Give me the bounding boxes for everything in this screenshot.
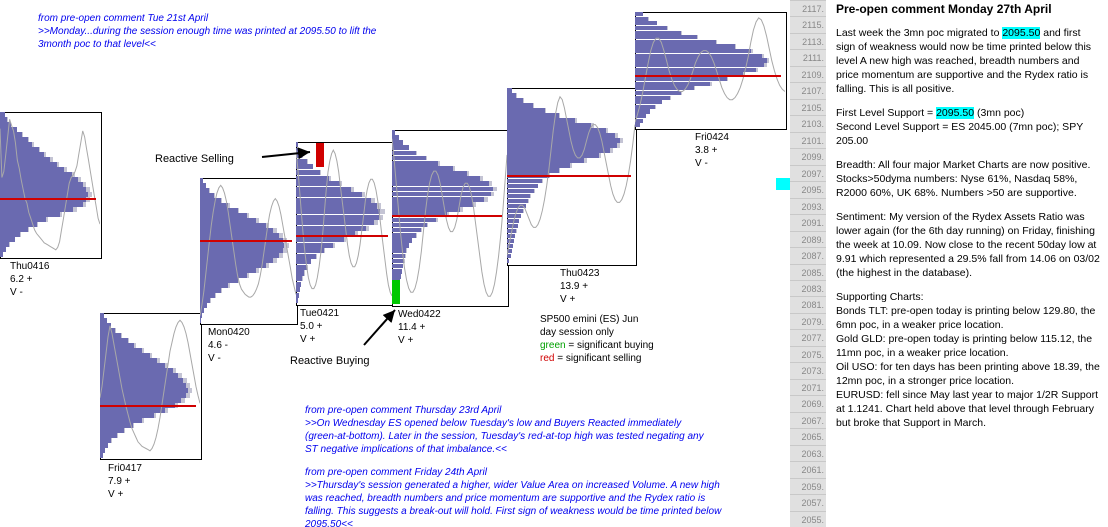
price-series-fri0424 xyxy=(635,12,785,128)
green-imbalance-marker xyxy=(392,280,400,304)
poc-line-mon0420 xyxy=(200,240,292,242)
commentary-paragraph: Breadth: All four major Market Charts ar… xyxy=(836,158,1101,200)
price-axis-tick: 2117. xyxy=(790,0,826,16)
commentary-column: Pre-open comment Monday 27th April Last w… xyxy=(836,2,1101,430)
red-imbalance-marker xyxy=(316,143,324,167)
poc-line-wed0422 xyxy=(392,215,502,217)
poc-line-thu0416 xyxy=(0,198,96,200)
price-axis-tick: 2057. xyxy=(790,494,826,510)
price-axis-tick: 2109. xyxy=(790,66,826,82)
profile-label-mon0420: Mon04204.6 -V - xyxy=(208,326,288,365)
poc-line-fri0417 xyxy=(100,405,196,407)
price-axis-tick: 2103. xyxy=(790,115,826,131)
price-axis-tick: 2091. xyxy=(790,214,826,230)
price-axis-tick: 2079. xyxy=(790,313,826,329)
price-axis-tick: 2089. xyxy=(790,231,826,247)
commentary-paragraph: Last week the 3mn poc migrated to 2095.5… xyxy=(836,26,1101,96)
poc-line-fri0424 xyxy=(635,75,781,77)
price-axis-tick: 2069. xyxy=(790,395,826,411)
price-axis-tick: 2081. xyxy=(790,296,826,312)
price-axis-tick: 2055. xyxy=(790,511,826,527)
annotation: from pre-open comment Thursday 23rd Apri… xyxy=(305,404,715,456)
price-axis-tick: 2061. xyxy=(790,461,826,477)
price-axis-tick: 2087. xyxy=(790,247,826,263)
annotation: Reactive Selling xyxy=(155,152,265,166)
profile-label-fri0417: Fri04177.9 +V + xyxy=(108,462,188,501)
price-axis-tick: 2085. xyxy=(790,264,826,280)
price-axis-tick: 2093. xyxy=(790,198,826,214)
annotation: Reactive Buying xyxy=(290,354,400,368)
legend: SP500 emini (ES) Junday session onlygree… xyxy=(540,313,654,365)
profile-label-thu0416: Thu04166.2 +V - xyxy=(10,260,90,299)
annotation: from pre-open comment Friday 24th April>… xyxy=(305,466,725,527)
commentary-paragraph: Supporting Charts:Bonds TLT: pre-open to… xyxy=(836,290,1101,430)
profile-label-thu0423: Thu042313.9 +V + xyxy=(560,267,640,306)
price-axis-tick: 2067. xyxy=(790,412,826,428)
price-axis-tick: 2099. xyxy=(790,148,826,164)
profile-label-wed0422: Wed042211.4 +V + xyxy=(398,308,478,347)
price-series-wed0422 xyxy=(392,130,507,305)
price-axis-tick: 2063. xyxy=(790,445,826,461)
profile-label-fri0424: Fri04243.8 +V - xyxy=(695,131,775,170)
price-axis-tick: 2083. xyxy=(790,280,826,296)
price-axis-tick: 2101. xyxy=(790,132,826,148)
price-axis-tick: 2113. xyxy=(790,33,826,49)
commentary-title: Pre-open comment Monday 27th April xyxy=(836,2,1101,16)
price-axis-tick: 2075. xyxy=(790,346,826,362)
price-axis-tick: 2107. xyxy=(790,82,826,98)
price-axis-tick: 2111. xyxy=(790,49,826,65)
price-series-mon0420 xyxy=(200,178,296,323)
price-axis-tick: 2059. xyxy=(790,478,826,494)
price-axis-tick: 2065. xyxy=(790,428,826,444)
annotation: from pre-open comment Tue 21st April>>Mo… xyxy=(38,12,398,51)
price-series-thu0416 xyxy=(0,112,100,257)
price-axis-tick: 2115. xyxy=(790,16,826,32)
price-axis-tick: 2095. xyxy=(790,181,826,197)
poc-line-tue0421 xyxy=(296,235,388,237)
price-series-tue0421 xyxy=(296,142,392,304)
price-axis-tick: 2077. xyxy=(790,329,826,345)
price-axis-tick: 2105. xyxy=(790,99,826,115)
commentary-paragraph: Sentiment: My version of the Rydex Asset… xyxy=(836,210,1101,280)
poc-line-thu0423 xyxy=(507,175,631,177)
commentary-paragraph: First Level Support = 2095.50 (3mn poc)S… xyxy=(836,106,1101,148)
price-axis-tick: 2073. xyxy=(790,362,826,378)
price-axis-tick: 2097. xyxy=(790,165,826,181)
profile-label-tue0421: Tue04215.0 +V + xyxy=(300,307,380,346)
price-series-fri0417 xyxy=(100,313,200,458)
poc-marker xyxy=(776,178,790,190)
price-axis-tick: 2071. xyxy=(790,379,826,395)
